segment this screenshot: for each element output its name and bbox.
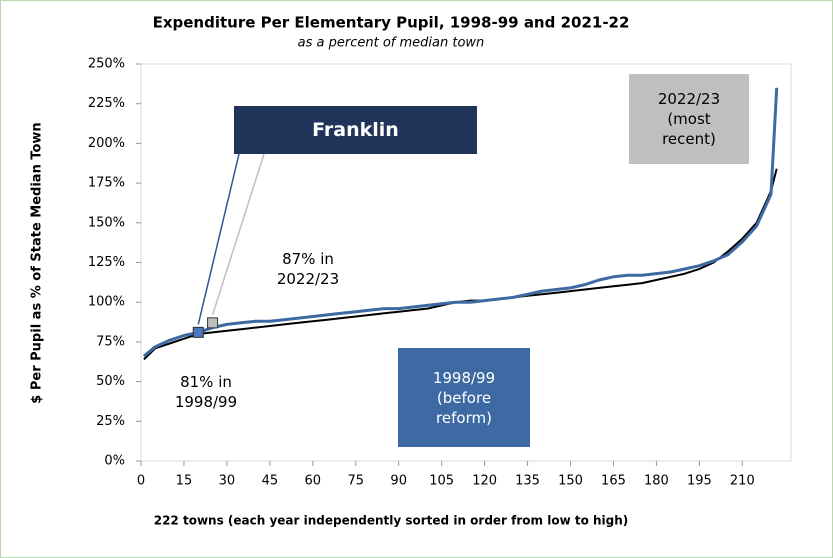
x-tick-label: 210 [730, 474, 755, 489]
chart-title: Expenditure Per Elementary Pupil, 1998-9… [153, 14, 630, 32]
series-line [142, 87, 779, 358]
highlight-box: Franklin [234, 106, 477, 154]
y-tick-label: 150% [88, 215, 125, 230]
y-tick-label: 125% [88, 255, 125, 270]
highlight-label: 87% in 2022/23 [276, 250, 340, 288]
y-tick-label: 75% [96, 334, 125, 349]
x-tick-label: 165 [601, 474, 626, 489]
x-tick-label: 105 [429, 474, 454, 489]
y-tick-label: 100% [88, 295, 125, 310]
chart-subtitle: as a percent of median town [298, 36, 485, 51]
x-tick-label: 90 [390, 474, 407, 489]
y-tick-label: 225% [88, 96, 125, 111]
series-box: 2022/23 (most recent) [629, 74, 749, 164]
y-tick-label: 200% [88, 136, 125, 151]
series-line [143, 168, 778, 361]
y-axis-label: $ Per Pupil as % of State Median Town [30, 122, 45, 403]
y-tick-label: 175% [88, 176, 125, 191]
y-tick-label: 50% [96, 374, 125, 389]
x-tick-label: 45 [262, 474, 279, 489]
y-tick-label: 0% [104, 454, 125, 469]
highlight-marker [207, 317, 219, 329]
x-tick-label: 75 [347, 474, 364, 489]
x-tick-label: 30 [219, 474, 236, 489]
x-tick-label: 135 [515, 474, 540, 489]
x-axis-label: 222 towns (each year independently sorte… [154, 514, 629, 528]
y-tick-label: 25% [96, 414, 125, 429]
highlight-label: 81% in 1998/99 [174, 373, 238, 411]
highlight-marker [192, 326, 204, 338]
arrow [211, 153, 265, 316]
series-box: 1998/99 (before reform) [398, 348, 530, 447]
x-tick-label: 120 [472, 474, 497, 489]
x-tick-label: 150 [558, 474, 583, 489]
y-tick-label: 250% [88, 57, 125, 72]
x-tick-label: 60 [305, 474, 322, 489]
x-tick-label: 0 [137, 474, 145, 489]
x-tick-label: 15 [176, 474, 193, 489]
x-tick-label: 180 [644, 474, 669, 489]
x-tick-label: 195 [687, 474, 712, 489]
arrow [197, 153, 240, 325]
